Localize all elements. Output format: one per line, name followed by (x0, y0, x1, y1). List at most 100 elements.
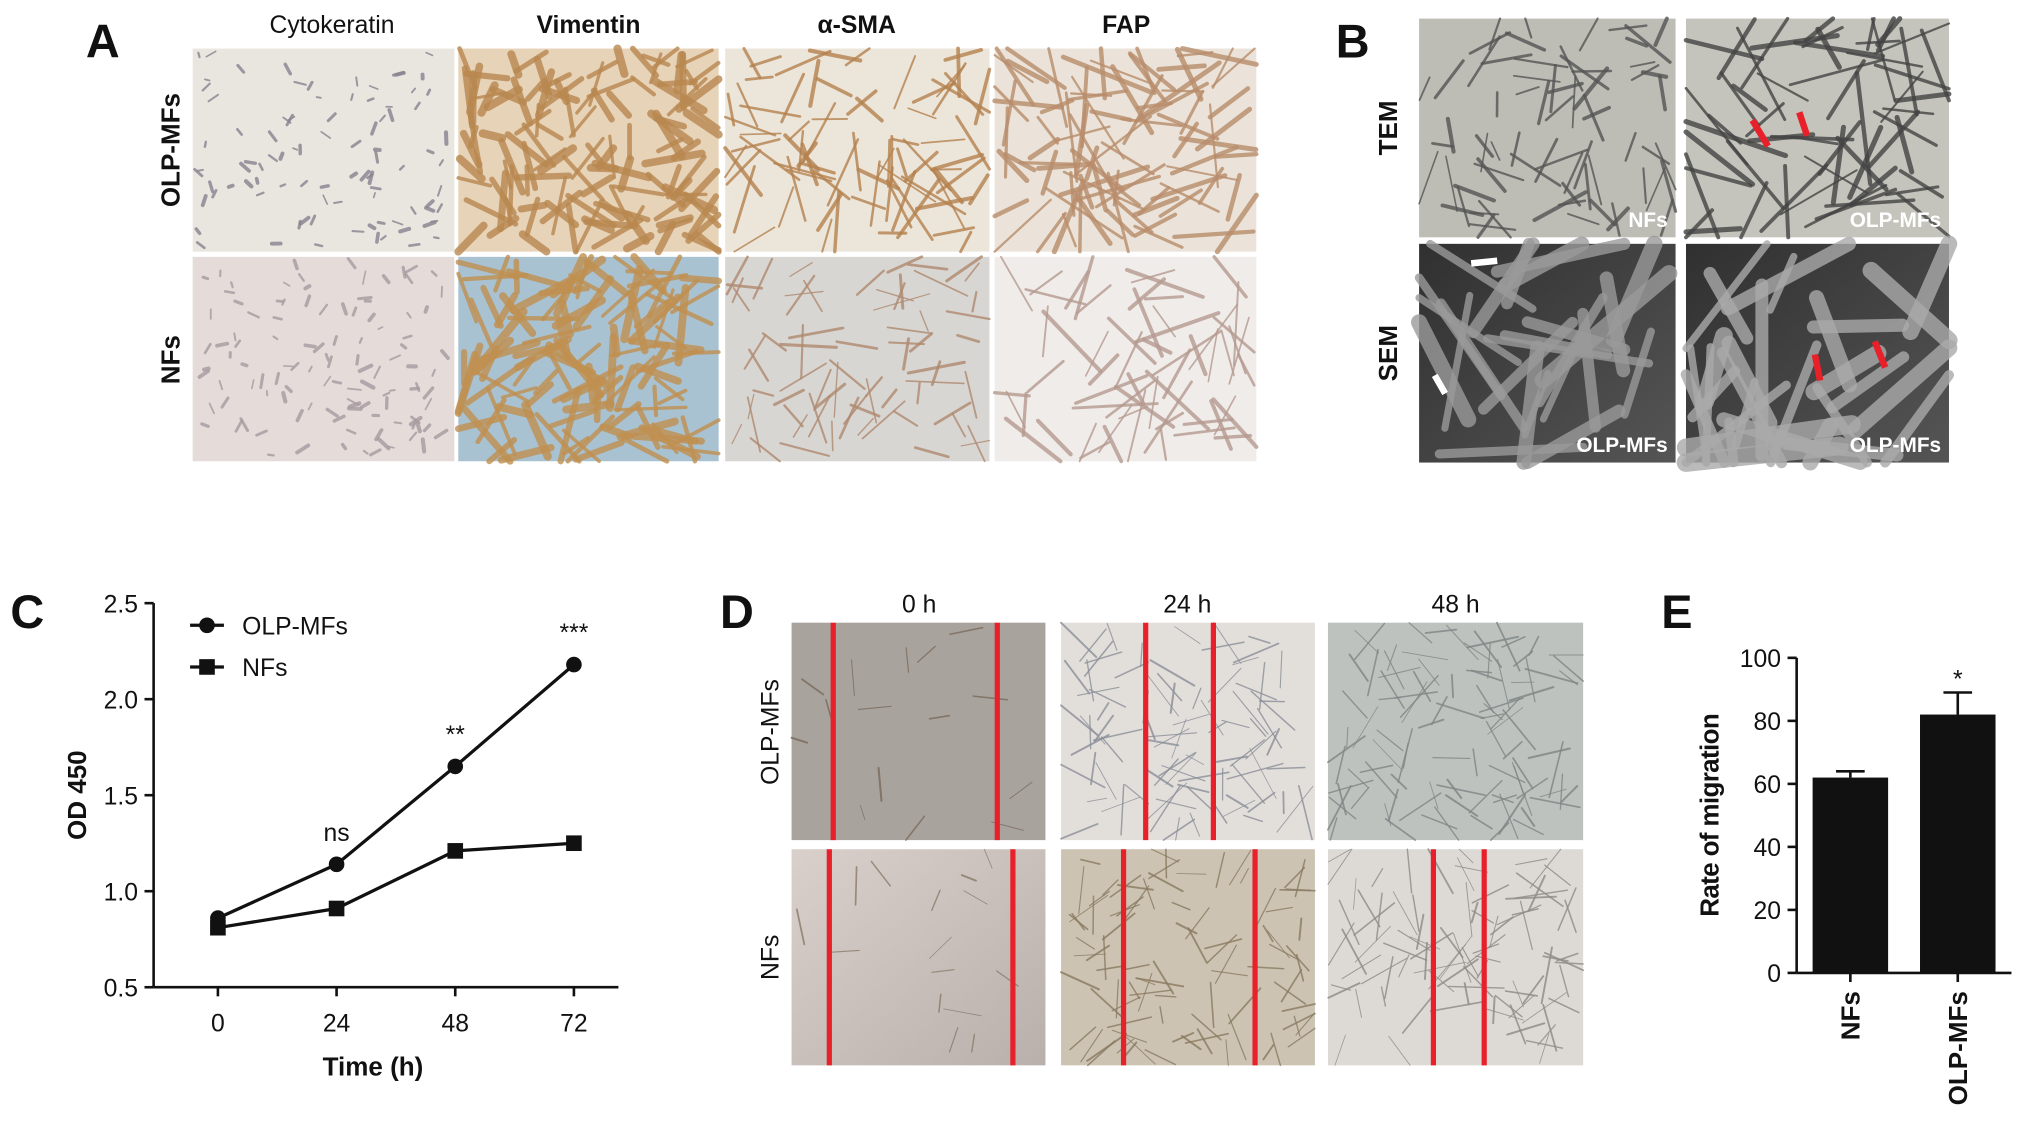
cell (1880, 370, 1955, 468)
cell (1418, 658, 1440, 686)
cell (1060, 823, 1099, 840)
arrow (1796, 111, 1811, 137)
cell (1436, 784, 1487, 797)
cell (854, 866, 858, 906)
cell (748, 348, 770, 382)
cell (496, 169, 509, 233)
cell (1826, 59, 1866, 121)
column-label: FAP (1102, 12, 1150, 39)
cell (1683, 37, 1765, 62)
cell (1521, 369, 1552, 439)
cell (1221, 331, 1235, 377)
cell (906, 360, 966, 375)
cell (1559, 964, 1570, 998)
cell (1176, 873, 1207, 875)
cell (1515, 858, 1548, 866)
cell (423, 305, 429, 314)
cell (374, 150, 380, 164)
cell (205, 50, 217, 58)
cell (1250, 690, 1296, 731)
cell (1060, 763, 1106, 789)
cell (1077, 686, 1120, 697)
cell (1524, 17, 1533, 39)
cell (1448, 985, 1505, 989)
cell (368, 85, 379, 90)
cell (1731, 83, 1768, 112)
cell (653, 376, 685, 402)
cell (340, 442, 348, 451)
cell (1005, 58, 1050, 85)
cell (513, 49, 549, 74)
cell (1559, 773, 1564, 810)
cell (1471, 884, 1510, 904)
cell (792, 414, 808, 438)
cell (1745, 102, 1785, 138)
cell (314, 243, 324, 248)
cell (1397, 728, 1413, 784)
cell (1504, 990, 1538, 997)
cell (967, 425, 986, 463)
cell (1862, 261, 1958, 350)
cell (886, 326, 932, 335)
cell (1106, 622, 1118, 651)
cell (1225, 172, 1242, 222)
image-layer (192, 16, 1958, 1067)
cell (1501, 636, 1526, 648)
cell (1295, 954, 1305, 982)
cell (1169, 682, 1176, 714)
cell (1090, 987, 1125, 1020)
cell (1783, 163, 1791, 240)
x-tick-label: OLP-MFs (1943, 991, 1973, 1105)
cell (1371, 867, 1384, 888)
cell (512, 355, 537, 387)
cell (1384, 817, 1417, 841)
line (217, 663, 575, 920)
cell (1115, 979, 1119, 1019)
cell (1021, 391, 1028, 438)
cell (1173, 426, 1236, 437)
cell (1567, 212, 1600, 226)
cell (812, 169, 851, 201)
cell (281, 390, 288, 404)
cell (1413, 961, 1467, 974)
cell (1154, 994, 1177, 998)
cell (398, 226, 412, 234)
cell (877, 147, 895, 178)
cell (590, 87, 615, 123)
cell (651, 422, 679, 455)
cell (1884, 185, 1940, 197)
cell (454, 221, 488, 256)
cell (1214, 944, 1237, 984)
cell (1342, 690, 1368, 719)
cell (993, 391, 1031, 398)
cell (785, 274, 816, 316)
cell (258, 162, 264, 172)
cell (1372, 739, 1404, 771)
cell (359, 401, 371, 409)
cell (1079, 628, 1107, 662)
cell (1078, 866, 1085, 915)
cell (1361, 957, 1408, 985)
cell (1536, 79, 1551, 126)
cell (1155, 798, 1197, 810)
cell (1094, 163, 1166, 209)
cell (673, 154, 707, 196)
cell (1456, 857, 1475, 892)
cell (374, 428, 384, 442)
cell (1487, 707, 1524, 735)
cell (561, 154, 605, 202)
cell (1894, 114, 1915, 175)
cell (1489, 916, 1514, 936)
cell (682, 108, 723, 139)
cell (1328, 779, 1374, 794)
cell (1026, 359, 1065, 394)
cell (1150, 173, 1228, 202)
cell (1560, 785, 1579, 803)
cell (1766, 340, 1822, 468)
cell (1386, 644, 1398, 671)
cell (816, 192, 844, 232)
cell (933, 167, 964, 205)
cell (1128, 981, 1141, 1000)
cell (234, 339, 242, 348)
cell (518, 230, 551, 256)
